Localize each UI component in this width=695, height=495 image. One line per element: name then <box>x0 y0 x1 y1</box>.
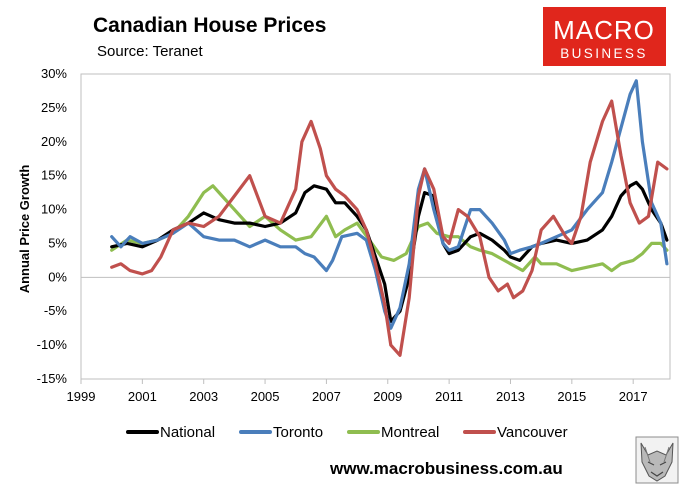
series-line-toronto <box>110 79 669 330</box>
x-tick-label: 2001 <box>128 389 157 404</box>
x-tick-label: 2011 <box>435 389 463 404</box>
y-tick-label: 0% <box>48 269 67 284</box>
y-tick-label: 20% <box>41 134 67 149</box>
y-tick-label: 10% <box>41 202 67 217</box>
legend-label-vancouver: Vancouver <box>497 424 568 441</box>
logo: MACRO BUSINESS <box>543 7 666 66</box>
legend-label-national: National <box>160 424 215 441</box>
legend: National Toronto Montreal Vancouver <box>126 424 568 441</box>
x-tick-label: 2009 <box>373 389 402 404</box>
series-line-vancouver <box>110 99 669 357</box>
y-tick-label: -10% <box>37 337 68 352</box>
wolf-head-icon <box>635 436 679 484</box>
series-line-national <box>110 180 669 323</box>
x-tick-label: 1999 <box>67 389 96 404</box>
logo-background <box>543 7 666 66</box>
y-tick-label: -15% <box>37 371 68 386</box>
y-tick-label: 30% <box>41 66 67 81</box>
y-tick-label: 15% <box>41 168 67 183</box>
x-tick-label: 2013 <box>496 389 525 404</box>
logo-text-macro: MACRO <box>553 15 655 45</box>
x-tick-label: 2003 <box>189 389 218 404</box>
legend-label-montreal: Montreal <box>381 424 439 441</box>
legend-label-toronto: Toronto <box>273 424 323 441</box>
footer-url: www.macrobusiness.com.au <box>329 459 563 478</box>
y-tick-label: 5% <box>48 235 67 250</box>
y-tick-label: 25% <box>41 100 67 115</box>
x-tick-label: 2015 <box>557 389 586 404</box>
plot-area <box>80 73 671 380</box>
logo-text-business: BUSINESS <box>560 46 647 61</box>
chart-subtitle: Source: Teranet <box>97 43 203 60</box>
x-tick-label: 2005 <box>251 389 280 404</box>
y-axis-label: Annual Price Growth <box>17 165 32 294</box>
x-tick-label: 2007 <box>312 389 341 404</box>
chart-title: Canadian House Prices <box>93 14 326 37</box>
y-tick-label: -5% <box>44 303 68 318</box>
x-tick-label: 2017 <box>619 389 648 404</box>
